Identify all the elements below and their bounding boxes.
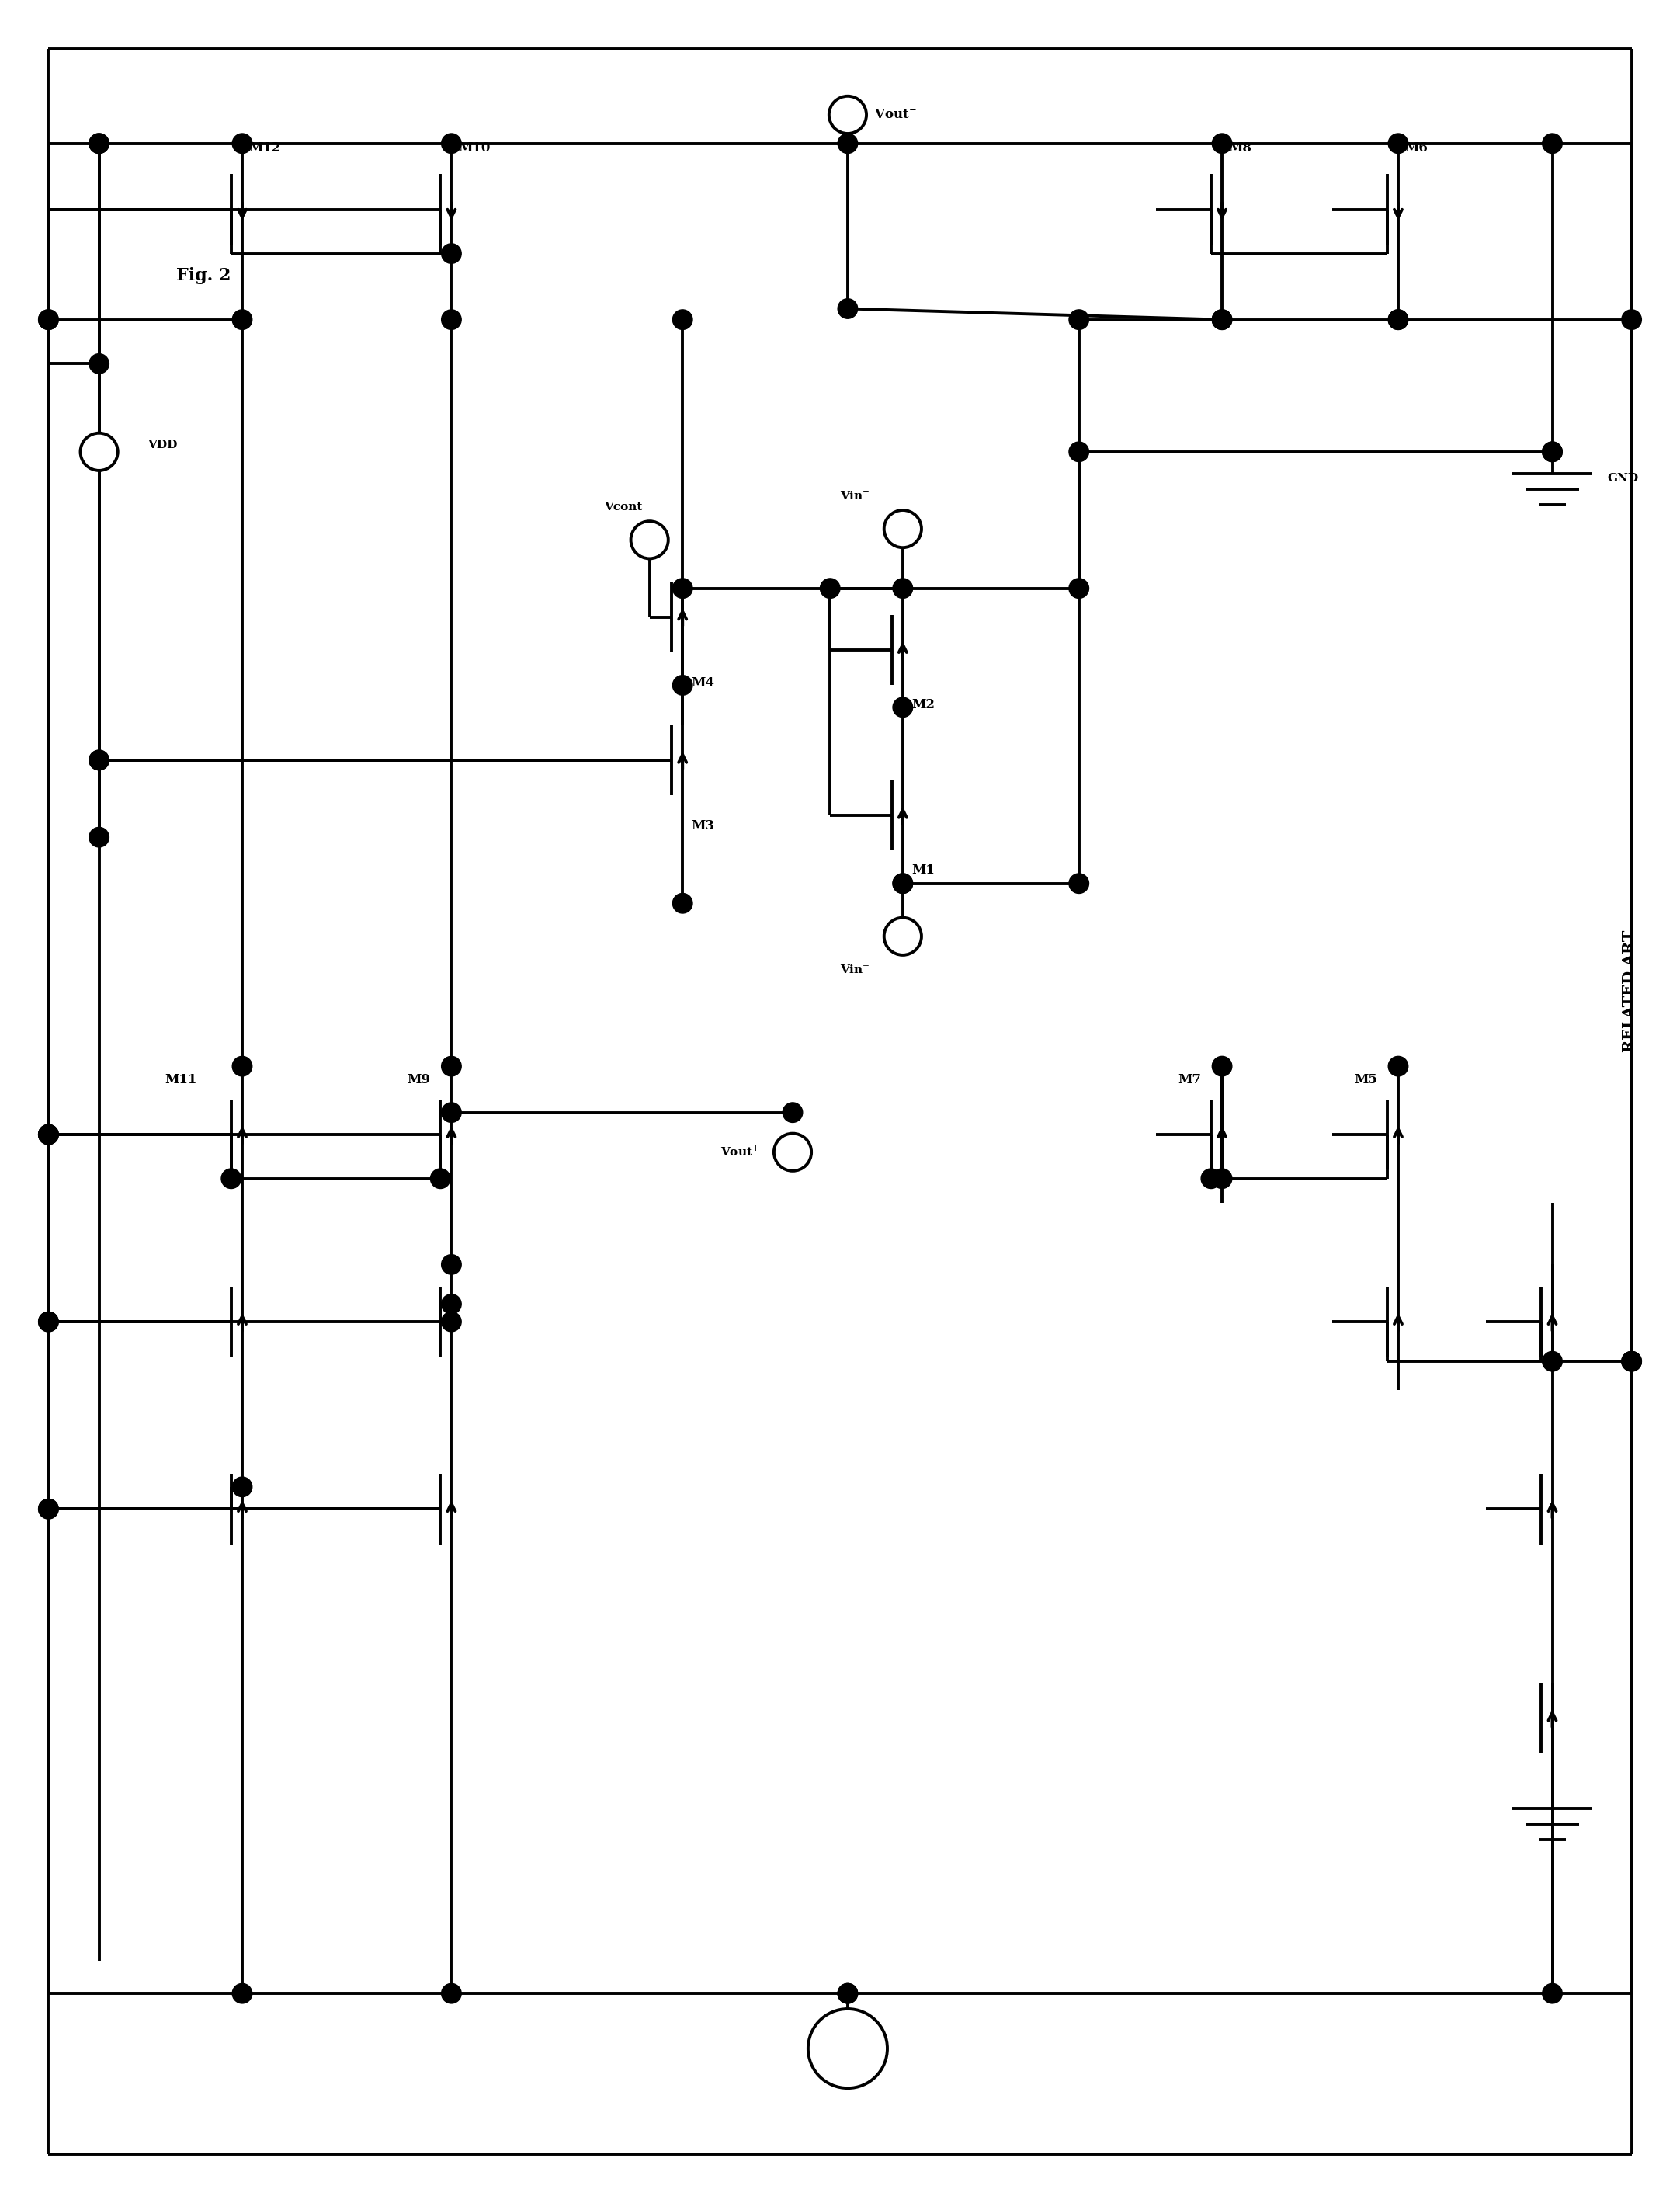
Circle shape [1388, 311, 1408, 330]
Circle shape [39, 1498, 59, 1518]
Circle shape [672, 894, 692, 914]
Circle shape [1621, 1350, 1641, 1370]
Circle shape [672, 579, 692, 599]
Circle shape [1542, 134, 1562, 154]
Circle shape [39, 1311, 59, 1331]
Circle shape [39, 1311, 59, 1331]
Circle shape [89, 134, 109, 154]
Circle shape [1201, 1168, 1221, 1187]
Text: Vcont: Vcont [603, 502, 642, 513]
Circle shape [89, 134, 109, 154]
Text: M3: M3 [692, 820, 714, 833]
Text: RELATED ART: RELATED ART [1623, 930, 1636, 1053]
Circle shape [774, 1132, 811, 1170]
Circle shape [672, 311, 692, 330]
Circle shape [1621, 311, 1641, 330]
Circle shape [884, 919, 921, 956]
Text: M5: M5 [1354, 1073, 1378, 1086]
Circle shape [1211, 134, 1231, 154]
Circle shape [1068, 311, 1089, 330]
Circle shape [89, 355, 109, 375]
Circle shape [442, 1057, 462, 1077]
Circle shape [232, 1983, 252, 2003]
Text: M1: M1 [912, 864, 934, 877]
Circle shape [430, 1168, 450, 1187]
Circle shape [828, 97, 867, 134]
Circle shape [1211, 311, 1231, 330]
Circle shape [808, 2009, 887, 2088]
Circle shape [1211, 1057, 1231, 1077]
Circle shape [222, 1168, 242, 1187]
Circle shape [1542, 1983, 1562, 2003]
Text: M9: M9 [407, 1073, 430, 1086]
Circle shape [630, 522, 669, 560]
Text: M2: M2 [912, 698, 934, 712]
Circle shape [39, 1124, 59, 1143]
Text: M10: M10 [459, 141, 491, 154]
Circle shape [1388, 311, 1408, 330]
Circle shape [39, 311, 59, 330]
Circle shape [442, 1293, 462, 1313]
Circle shape [884, 511, 921, 549]
Text: M6: M6 [1404, 141, 1428, 154]
Circle shape [838, 1983, 857, 2003]
Circle shape [1068, 875, 1089, 894]
Circle shape [39, 1124, 59, 1143]
Circle shape [232, 1057, 252, 1077]
Circle shape [39, 1498, 59, 1518]
Circle shape [1542, 443, 1562, 463]
Circle shape [232, 311, 252, 330]
Text: M8: M8 [1228, 141, 1252, 154]
Circle shape [1211, 1168, 1231, 1187]
Text: Vout$^{-}$: Vout$^{-}$ [874, 108, 917, 121]
Circle shape [442, 1311, 462, 1331]
Circle shape [1388, 1057, 1408, 1077]
Circle shape [442, 1983, 462, 2003]
Circle shape [442, 1254, 462, 1273]
Circle shape [1542, 443, 1562, 463]
Circle shape [838, 134, 857, 154]
Circle shape [232, 1476, 252, 1496]
Circle shape [232, 134, 252, 154]
Circle shape [1068, 579, 1089, 599]
Text: M11: M11 [165, 1073, 197, 1086]
Circle shape [81, 434, 118, 471]
Text: VDD: VDD [148, 441, 178, 452]
Circle shape [442, 245, 462, 264]
Circle shape [442, 1102, 462, 1121]
Text: Vin$^{-}$: Vin$^{-}$ [840, 489, 870, 502]
Circle shape [1621, 1350, 1641, 1370]
Circle shape [89, 751, 109, 771]
Text: M7: M7 [1178, 1073, 1201, 1086]
Circle shape [1211, 311, 1231, 330]
Circle shape [892, 875, 912, 894]
Circle shape [1068, 443, 1089, 463]
Circle shape [89, 828, 109, 848]
Circle shape [838, 300, 857, 319]
Circle shape [838, 1983, 857, 2003]
Circle shape [442, 311, 462, 330]
Circle shape [672, 676, 692, 696]
Circle shape [89, 751, 109, 771]
Circle shape [1542, 1350, 1562, 1370]
Text: M4: M4 [692, 676, 714, 690]
Text: Vout$^{+}$: Vout$^{+}$ [721, 1146, 759, 1159]
Circle shape [783, 1102, 803, 1121]
Circle shape [442, 134, 462, 154]
Text: Fig. 2: Fig. 2 [176, 267, 230, 284]
Circle shape [39, 1124, 59, 1143]
Circle shape [892, 579, 912, 599]
Text: GND: GND [1608, 474, 1638, 485]
Text: Vin$^{+}$: Vin$^{+}$ [840, 963, 870, 976]
Circle shape [820, 579, 840, 599]
Circle shape [1388, 134, 1408, 154]
Circle shape [892, 698, 912, 718]
Text: M12: M12 [249, 141, 281, 154]
Circle shape [892, 875, 912, 894]
Circle shape [39, 311, 59, 330]
